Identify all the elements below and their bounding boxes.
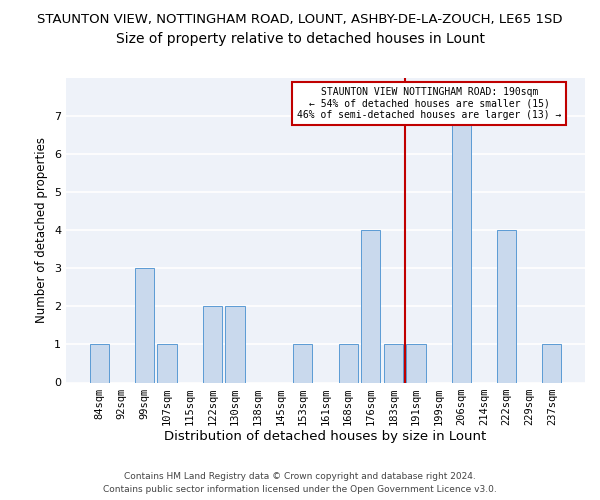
Text: Contains HM Land Registry data © Crown copyright and database right 2024.
Contai: Contains HM Land Registry data © Crown c…	[103, 472, 497, 494]
Text: STAUNTON VIEW NOTTINGHAM ROAD: 190sqm
← 54% of detached houses are smaller (15)
: STAUNTON VIEW NOTTINGHAM ROAD: 190sqm ← …	[297, 86, 562, 120]
Bar	[542, 344, 562, 383]
X-axis label: Distribution of detached houses by size in Lount: Distribution of detached houses by size …	[164, 430, 487, 444]
Bar	[361, 230, 380, 382]
Bar	[89, 344, 109, 383]
Bar	[384, 344, 403, 383]
Bar	[452, 116, 471, 382]
Bar	[226, 306, 245, 382]
Y-axis label: Number of detached properties: Number of detached properties	[35, 137, 49, 323]
Bar	[135, 268, 154, 382]
Bar	[338, 344, 358, 383]
Bar	[497, 230, 516, 382]
Text: Size of property relative to detached houses in Lount: Size of property relative to detached ho…	[115, 32, 485, 46]
Bar	[203, 306, 222, 382]
Text: STAUNTON VIEW, NOTTINGHAM ROAD, LOUNT, ASHBY-DE-LA-ZOUCH, LE65 1SD: STAUNTON VIEW, NOTTINGHAM ROAD, LOUNT, A…	[37, 12, 563, 26]
Bar	[406, 344, 425, 383]
Bar	[157, 344, 177, 383]
Bar	[293, 344, 313, 383]
